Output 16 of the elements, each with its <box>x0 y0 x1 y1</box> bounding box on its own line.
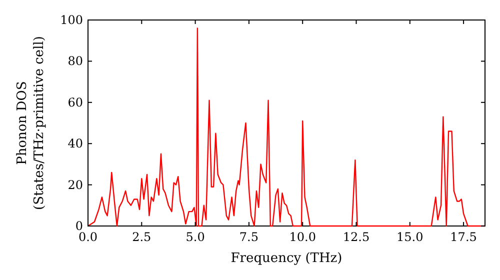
x-tick-label: 12.5 <box>342 230 370 244</box>
x-tick-label: 0.0 <box>78 230 98 244</box>
x-tick-label: 7.5 <box>239 230 258 244</box>
x-tick-label: 15.0 <box>396 230 424 244</box>
x-tick-label: 17.5 <box>450 230 477 244</box>
y-tick-label: 40 <box>68 136 83 151</box>
y-tick-label: 0 <box>75 219 83 233</box>
x-tick-label: 10.0 <box>289 230 316 244</box>
y-axis-title: Phonon DOS (States/THz·primitive cell) <box>15 36 47 210</box>
y-tick-label: 100 <box>60 13 83 27</box>
x-tick-label: 5.0 <box>186 230 205 244</box>
x-tick-label: 2.5 <box>132 230 152 244</box>
x-axis-title: Frequency (THz) <box>230 251 342 266</box>
y-tick-label: 60 <box>68 95 83 110</box>
y-tick-label: 80 <box>68 54 83 68</box>
y-tick-label: 20 <box>68 178 83 192</box>
